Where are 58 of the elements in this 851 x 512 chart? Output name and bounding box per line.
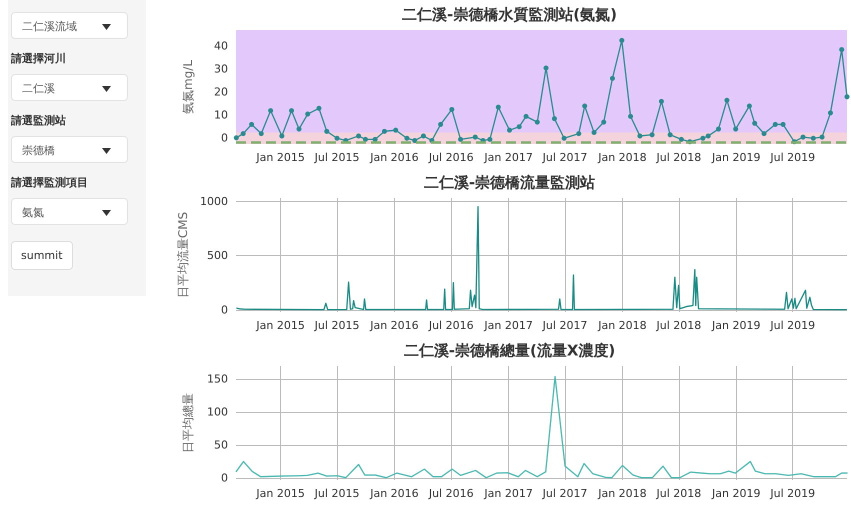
text: 二仁溪 xyxy=(11,74,128,101)
x-tick-label: Jul 2016 xyxy=(428,319,474,332)
x-tick-label: Jan 2016 xyxy=(369,319,419,332)
x-tick-label: Jan 2016 xyxy=(369,487,419,500)
y-axis-title: 氨氮mg/L xyxy=(181,60,195,114)
y-tick-label: 150 xyxy=(207,372,228,386)
x-tick-label: Jan 2016 xyxy=(369,151,419,164)
x-tick-label: Jan 2017 xyxy=(483,487,533,500)
y-tick-label: 1000 xyxy=(200,194,228,208)
x-tick-label: Jan 2015 xyxy=(255,319,305,332)
x-tick-label: Jul 2017 xyxy=(542,151,588,164)
x-tick-label: Jul 2018 xyxy=(656,151,702,164)
text: 二仁溪流域 xyxy=(11,12,128,39)
x-tick-label: Jul 2018 xyxy=(656,319,702,332)
x-tick-label: Jan 2017 xyxy=(483,319,533,332)
x-tick-label: Jan 2019 xyxy=(711,319,761,332)
text: 請選擇監測項目 xyxy=(11,175,89,190)
y-tick-label: 0 xyxy=(221,132,228,145)
x-tick-label: Jul 2015 xyxy=(314,319,360,332)
line-series xyxy=(236,206,848,310)
x-tick-label: Jan 2018 xyxy=(597,487,647,500)
x-tick-label: Jul 2019 xyxy=(769,319,816,332)
x-tick-label: Jan 2019 xyxy=(711,151,761,164)
x-tick-label: Jan 2015 xyxy=(255,151,305,164)
x-tick-label: Jan 2018 xyxy=(597,151,647,164)
x-tick-label: Jul 2019 xyxy=(769,487,816,500)
y-tick-label: 50 xyxy=(214,438,228,452)
text: 崇德橋 xyxy=(11,136,128,163)
y-axis-title: 日平均總量 xyxy=(181,393,195,453)
chart-title: 二仁溪-崇德橋總量(流量X濃度) xyxy=(404,342,616,360)
x-tick-label: Jan 2017 xyxy=(483,151,533,164)
y-tick-label: 10 xyxy=(214,108,228,122)
chart-title: 二仁溪-崇德橋水質監測站(氨氮) xyxy=(402,6,617,24)
y-axis-title: 日平均流量CMS xyxy=(176,212,190,298)
x-tick-label: Jan 2019 xyxy=(711,487,761,500)
x-tick-label: Jul 2018 xyxy=(656,487,702,500)
y-tick-label: 0 xyxy=(221,472,228,485)
y-tick-label: 0 xyxy=(221,303,228,316)
y-tick-label: 20 xyxy=(214,86,228,99)
x-tick-label: Jul 2015 xyxy=(314,151,360,164)
x-tick-label: Jan 2015 xyxy=(255,487,305,500)
y-tick-label: 500 xyxy=(207,249,228,262)
text: 請選監測站 xyxy=(11,113,67,128)
y-tick-label: 30 xyxy=(214,62,228,76)
x-tick-label: Jul 2016 xyxy=(428,151,474,164)
text: 請選擇河川 xyxy=(11,51,67,66)
x-tick-label: Jul 2017 xyxy=(542,487,588,500)
chart-title: 二仁溪-崇德橋流量監測站 xyxy=(424,174,596,192)
y-tick-label: 100 xyxy=(207,406,228,419)
text: 氨氮 xyxy=(11,198,128,225)
x-tick-label: Jul 2019 xyxy=(769,151,816,164)
x-tick-label: Jul 2015 xyxy=(314,487,360,500)
line-series xyxy=(236,376,848,478)
x-tick-label: Jan 2018 xyxy=(597,319,647,332)
text: summit xyxy=(11,241,73,270)
x-tick-label: Jul 2016 xyxy=(428,487,474,500)
y-tick-label: 40 xyxy=(214,40,228,53)
x-tick-label: Jul 2017 xyxy=(542,319,588,332)
